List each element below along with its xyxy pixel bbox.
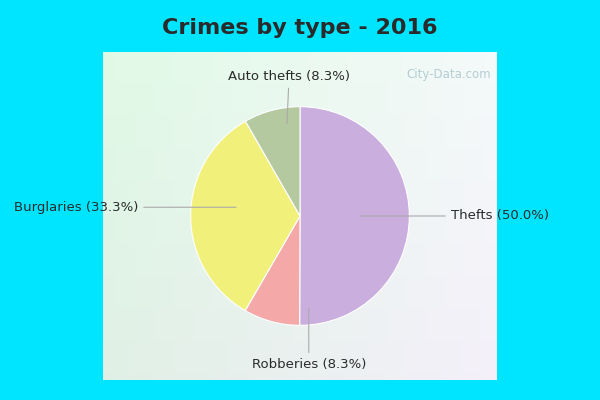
Wedge shape [245,216,300,325]
Text: Thefts (50.0%): Thefts (50.0%) [361,210,549,222]
Text: Auto thefts (8.3%): Auto thefts (8.3%) [228,70,350,124]
Text: City-Data.com: City-Data.com [407,68,491,81]
Text: Burglaries (33.3%): Burglaries (33.3%) [14,201,236,214]
Text: Robberies (8.3%): Robberies (8.3%) [251,308,366,371]
Wedge shape [299,107,409,325]
Wedge shape [245,107,300,216]
Text: Crimes by type - 2016: Crimes by type - 2016 [162,18,438,38]
Wedge shape [191,121,300,310]
